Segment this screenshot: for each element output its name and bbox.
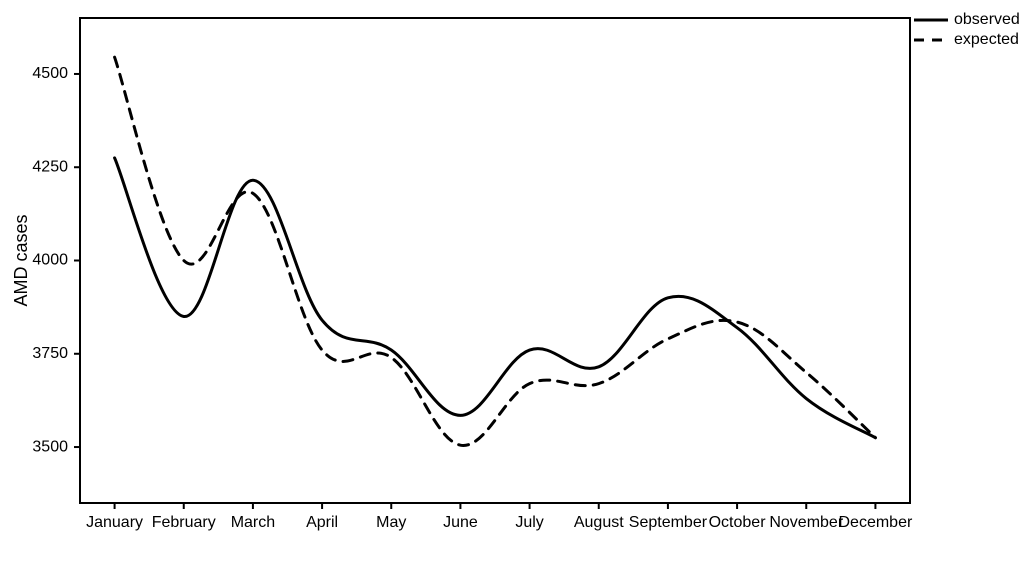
chart-svg: 3500 3750 4000 4250 4500 AMD cases January Febr… [0, 0, 1020, 568]
y-tick-label: 4000 [32, 252, 68, 269]
series-observed [115, 158, 876, 438]
y-tick-label: 3500 [32, 438, 68, 455]
y-tick-label: 3750 [32, 345, 68, 362]
x-tick-label: April [306, 514, 338, 531]
x-tick-label: July [515, 514, 543, 531]
x-tick-label: November [769, 514, 843, 531]
x-tick-label: August [574, 514, 624, 531]
x-tick-label: October [709, 514, 767, 531]
y-tick-label: 4500 [32, 65, 68, 82]
legend-label-observed: observed [954, 11, 1020, 28]
y-axis-title: AMD cases [11, 214, 31, 306]
y-tick-label: 4250 [32, 158, 68, 175]
x-tick-label: March [231, 514, 275, 531]
x-tick-label: May [376, 514, 406, 531]
plot-border [80, 18, 910, 503]
x-tick-label: September [629, 514, 708, 531]
x-tick-label: December [839, 514, 913, 531]
amd-cases-chart: 3500 3750 4000 4250 4500 AMD cases January Febr… [0, 0, 1020, 568]
x-tick-label: June [443, 514, 478, 531]
x-tick-label: February [152, 514, 216, 531]
legend-label-expected: expected [954, 31, 1019, 48]
x-tick-label: January [86, 514, 143, 531]
